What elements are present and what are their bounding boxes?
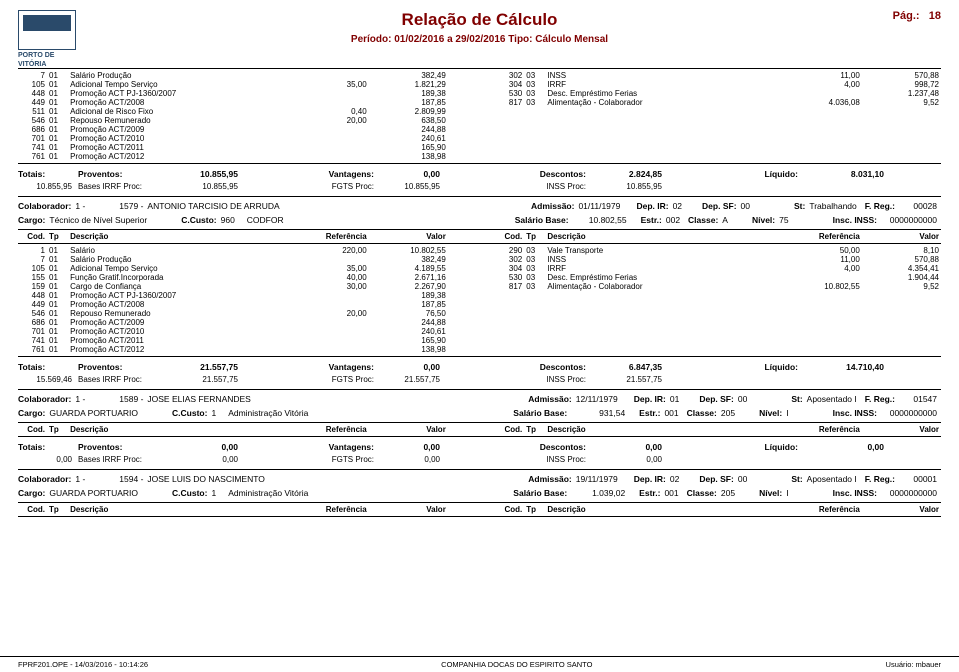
block2-header: Cod.TpDescriçãoReferênciaValor Cod.TpDes… — [18, 232, 941, 241]
report-header: PORTO DE VITÓRIA Relação de Cálculo Pág.… — [18, 10, 941, 66]
data-row: 54601Repouso Remunerado20,00638,50 — [18, 116, 941, 125]
column-header-row: Cod.TpDescriçãoReferênciaValor Cod.TpDes… — [18, 425, 941, 434]
page-value: 18 — [929, 10, 941, 22]
data-row: 15901Cargo de Confiança30,002.267,908170… — [18, 282, 941, 291]
page-number: Pág.: 18 — [893, 10, 941, 22]
data-row: 76101Promoção ACT/2012138,98 — [18, 345, 941, 354]
logo: PORTO DE VITÓRIA — [18, 10, 82, 60]
data-row: 701Salário Produção382,4930203INSS11,005… — [18, 71, 941, 80]
page-label: Pág.: — [893, 10, 920, 22]
column-header-row: Cod.TpDescriçãoReferênciaValor Cod.TpDes… — [18, 505, 941, 514]
separator — [18, 68, 941, 69]
data-row: 44901Promoção ACT/2008187,8581703Aliment… — [18, 98, 941, 107]
data-row: 101Salário220,0010.802,5529003Vale Trans… — [18, 246, 941, 255]
data-row: 701Salário Produção382,4930203INSS11,005… — [18, 255, 941, 264]
block1-totals-line2: 10.855,95 Bases IRRF Proc: 10.855,95 FGT… — [18, 182, 941, 194]
data-row: 10501Adicional Tempo Serviço35,004.189,5… — [18, 264, 941, 273]
data-row: 68601Promoção ACT/2009244,88 — [18, 318, 941, 327]
data-row: 44801Promoção ACT PJ-1360/2007189,385300… — [18, 89, 941, 98]
report-period: Período: 01/02/2016 a 29/02/2016 Tipo: C… — [18, 34, 941, 45]
footer-right: Usuário: mbauer — [886, 660, 941, 669]
collab2-line2: Cargo:Técnico de Nível Superior C.Custo:… — [18, 213, 941, 227]
block3-totals-line2: 0,00 Bases IRRF Proc: 0,00 FGTS Proc: 0,… — [18, 455, 941, 467]
data-row: 74101Promoção ACT/2011165,90 — [18, 336, 941, 345]
block2-totals: Totais: Proventos: 21.557,75 Vantagens: … — [18, 359, 941, 375]
block2-totals-line2: 15.569,46 Bases IRRF Proc: 21.557,75 FGT… — [18, 375, 941, 387]
block3-header: Cod.TpDescriçãoReferênciaValor Cod.TpDes… — [18, 425, 941, 434]
block1-totals: Totais: Proventos: 10.855,95 Vantagens: … — [18, 166, 941, 182]
block1-table: 701Salário Produção382,4930203INSS11,005… — [18, 71, 941, 161]
logo-text-1: PORTO DE — [18, 52, 82, 59]
data-row: 10501Adicional Tempo Serviço35,001.821,2… — [18, 80, 941, 89]
collab3-line1: Colaborador:1 - 1589 -JOSE ELIAS FERNAND… — [18, 392, 941, 406]
data-row: 68601Promoção ACT/2009244,88 — [18, 125, 941, 134]
data-row: 74101Promoção ACT/2011165,90 — [18, 143, 941, 152]
data-row: 70101Promoção ACT/2010240,61 — [18, 134, 941, 143]
data-row: 54601Repouso Remunerado20,0076,50 — [18, 309, 941, 318]
data-row: 44801Promoção ACT PJ-1360/2007189,38 — [18, 291, 941, 300]
data-row: 51101Adicional de Risco Fixo0,402.809,99 — [18, 107, 941, 116]
block2-table: 101Salário220,0010.802,5529003Vale Trans… — [18, 246, 941, 354]
data-row: 70101Promoção ACT/2010240,61 — [18, 327, 941, 336]
footer-left: FPRF201.OPE - 14/03/2016 - 10:14:26 — [18, 660, 148, 669]
collab4-line2: Cargo:GUARDA PORTUARIO C.Custo:1 Adminis… — [18, 486, 941, 500]
block3-totals: Totais: Proventos: 0,00 Vantagens: 0,00 … — [18, 439, 941, 455]
report-title: Relação de Cálculo — [18, 10, 941, 30]
logo-text-2: VITÓRIA — [18, 61, 82, 68]
footer-center: COMPANHIA DOCAS DO ESPIRITO SANTO — [441, 660, 592, 669]
collab2-line1: Colaborador:1 - 1579 -ANTONIO TARCISIO D… — [18, 199, 941, 213]
collab4-line1: Colaborador:1 - 1594 -JOSE LUIS DO NASCI… — [18, 472, 941, 486]
column-header-row: Cod.TpDescriçãoReferênciaValor Cod.TpDes… — [18, 232, 941, 241]
page-footer: FPRF201.OPE - 14/03/2016 - 10:14:26 COMP… — [0, 656, 959, 672]
block4-header: Cod.TpDescriçãoReferênciaValor Cod.TpDes… — [18, 505, 941, 514]
data-row: 15501Função Gratif.Incorporada40,002.671… — [18, 273, 941, 282]
data-row: 44901Promoção ACT/2008187,85 — [18, 300, 941, 309]
collab3-line2: Cargo:GUARDA PORTUARIO C.Custo:1 Adminis… — [18, 406, 941, 420]
data-row: 76101Promoção ACT/2012138,98 — [18, 152, 941, 161]
